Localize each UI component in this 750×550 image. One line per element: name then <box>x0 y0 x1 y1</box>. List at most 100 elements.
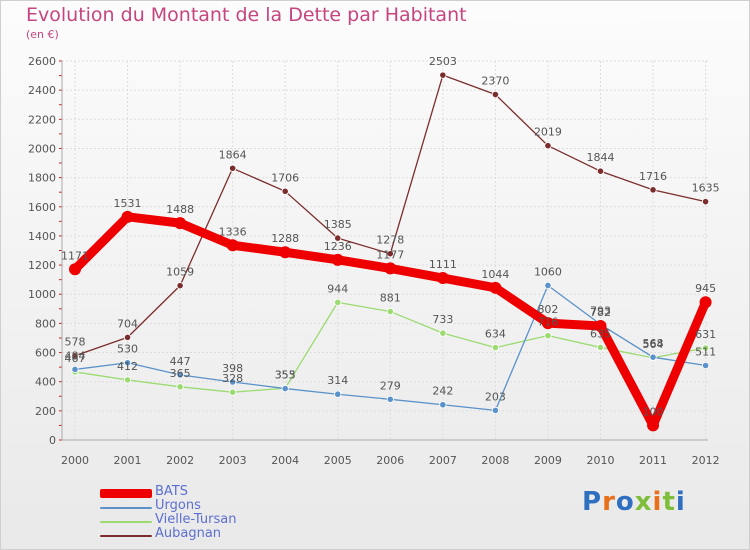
data-point <box>436 272 449 285</box>
data-point <box>334 390 342 398</box>
data-point <box>489 281 502 294</box>
data-point <box>701 344 710 352</box>
legend-label: Vielle-Tursan <box>155 512 237 527</box>
data-label: 328 <box>222 372 243 385</box>
data-point <box>386 250 394 258</box>
data-label: 564 <box>643 338 664 351</box>
data-point <box>334 298 342 306</box>
data-point <box>649 353 657 361</box>
y-tick-label: 2000 <box>28 142 56 155</box>
data-label: 2019 <box>534 126 562 139</box>
data-label: 1864 <box>219 148 247 161</box>
data-point <box>386 395 394 403</box>
data-point <box>176 282 184 290</box>
data-label: 398 <box>222 362 243 375</box>
legend-item: BATS <box>100 484 300 500</box>
data-point <box>701 198 710 206</box>
legend-item: Vielle-Tursan <box>100 512 300 528</box>
chart-subtitle: (en €) <box>26 28 59 41</box>
data-label: 365 <box>170 367 191 380</box>
x-tick-label: 2011 <box>639 454 667 467</box>
data-label: 279 <box>380 379 401 392</box>
legend-swatch <box>100 507 152 509</box>
data-label: 1488 <box>166 203 194 216</box>
y-tick-label: 600 <box>35 347 56 360</box>
data-point <box>229 378 237 386</box>
x-tick-label: 2007 <box>429 454 457 467</box>
data-label: 484 <box>65 349 86 362</box>
data-point <box>544 142 552 150</box>
data-point <box>699 296 712 309</box>
x-tick-label: 2003 <box>219 454 247 467</box>
y-tick-label: 800 <box>35 317 56 330</box>
x-tick-label: 2009 <box>534 454 562 467</box>
legend-swatch <box>100 489 152 498</box>
x-tick-label: 2010 <box>587 454 615 467</box>
legend-label: Aubagnan <box>155 526 222 541</box>
x-tick-label: 2002 <box>166 454 194 467</box>
data-label: 945 <box>695 282 716 295</box>
y-tick-label: 2600 <box>28 55 56 68</box>
data-point <box>386 307 394 316</box>
data-point <box>123 376 132 384</box>
data-point <box>594 320 607 333</box>
data-point <box>544 281 552 290</box>
data-point <box>649 186 657 194</box>
data-point <box>544 332 552 340</box>
data-label: 1111 <box>429 258 457 271</box>
legend-label: BATS <box>155 484 188 499</box>
data-label: 530 <box>117 343 138 356</box>
data-point <box>176 371 184 379</box>
x-tick-label: 2008 <box>481 454 509 467</box>
data-label: 944 <box>327 282 348 295</box>
data-point <box>596 343 605 352</box>
data-point <box>226 239 239 252</box>
legend-label: Urgons <box>155 498 201 513</box>
data-label: 1288 <box>271 232 299 245</box>
data-point <box>439 71 447 79</box>
y-tick-label: 2400 <box>28 84 56 97</box>
data-point <box>491 343 499 352</box>
data-point <box>491 406 499 415</box>
y-tick-label: 1200 <box>28 259 56 272</box>
data-label: 1385 <box>324 218 352 231</box>
data-point <box>281 187 289 195</box>
data-point <box>176 383 184 391</box>
data-point <box>331 253 344 266</box>
data-label: 704 <box>117 317 138 330</box>
data-label: 1706 <box>271 171 299 184</box>
data-point <box>123 333 132 341</box>
x-tick-label: 2012 <box>692 454 720 467</box>
data-label: 782 <box>590 306 611 319</box>
data-point <box>229 388 237 396</box>
x-tick-label: 2001 <box>114 454 142 467</box>
data-label: 1059 <box>166 266 194 279</box>
y-tick-label: 1400 <box>28 230 56 243</box>
data-point <box>384 262 397 275</box>
legend-swatch <box>100 521 152 523</box>
data-label: 1531 <box>114 197 142 210</box>
data-label: 631 <box>695 328 716 341</box>
data-label: 1844 <box>587 151 615 164</box>
chart-title: Evolution du Montant de la Dette par Hab… <box>26 4 467 26</box>
data-label: 802 <box>537 303 558 316</box>
data-point <box>541 317 554 330</box>
data-label: 1716 <box>639 170 667 183</box>
data-point <box>123 359 132 367</box>
data-point <box>647 419 660 432</box>
data-point <box>174 217 187 230</box>
data-label: 2370 <box>481 75 509 88</box>
data-point <box>229 164 237 172</box>
data-point <box>334 234 342 242</box>
data-label: 716 <box>537 316 558 329</box>
data-point <box>439 401 447 409</box>
data-label: 100 <box>643 405 664 418</box>
x-tick-label: 2000 <box>61 454 89 467</box>
y-tick-label: 1000 <box>28 288 56 301</box>
data-label: 634 <box>485 328 506 341</box>
proxiti-logo: Proxiti <box>582 487 686 517</box>
data-label: 578 <box>65 336 86 349</box>
y-tick-label: 1800 <box>28 172 56 185</box>
